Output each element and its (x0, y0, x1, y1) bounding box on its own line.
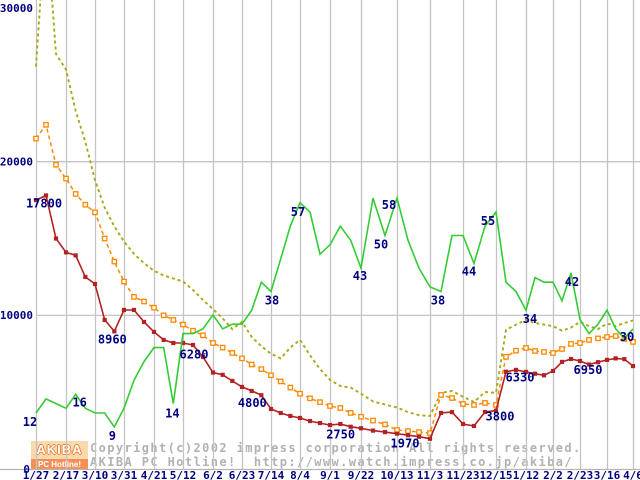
x-axis-label: 11/23 (446, 469, 479, 480)
shop-count-label: 30 (620, 330, 634, 344)
shop-count-label: 55 (481, 214, 495, 228)
price-label: 3800 (486, 410, 515, 424)
x-axis-label: 4/21 (141, 469, 168, 480)
shop-count-label: 57 (291, 205, 305, 219)
shop-count-label: 42 (565, 275, 579, 289)
price-label: 1970 (391, 437, 420, 451)
logo-pc-hotline-text: PC Hotline! (31, 459, 88, 470)
x-axis-label: 8/4 (290, 469, 310, 480)
shop-count-label: 38 (265, 294, 279, 308)
shop-count-label: 58 (382, 198, 396, 212)
shop-count-label: 38 (431, 294, 445, 308)
x-axis-label: 3/31 (111, 469, 138, 480)
x-axis-label: 6/2 (203, 469, 223, 480)
shop-count-label: 12 (23, 415, 37, 429)
price-label: 17800 (26, 196, 62, 210)
shop-count-label: 14 (165, 407, 179, 421)
x-axis-label: 7/14 (258, 469, 285, 480)
price-label: 6950 (574, 363, 603, 377)
shop-count-label: 16 (72, 395, 86, 409)
x-axis-label: 3/10 (82, 469, 109, 480)
y-axis-label: 0 (23, 463, 30, 476)
x-axis-label: 11/3 (417, 469, 444, 480)
shop-count-label: 43 (353, 269, 367, 283)
x-axis-label: 9/1 (320, 469, 340, 480)
price-label: 6280 (180, 348, 209, 362)
price-label: 6330 (506, 371, 535, 385)
akiba-pc-hotline-logo[interactable]: AKIBA PC Hotline! (31, 441, 88, 470)
x-axis-label: 2/17 (53, 469, 80, 480)
y-axis-label: 10000 (0, 309, 33, 322)
price-label: 2750 (326, 428, 355, 442)
x-axis-label: 2/23 (567, 469, 594, 480)
shop-count-label: 44 (462, 265, 476, 279)
x-axis-label: 2/2 (543, 469, 563, 480)
x-axis-label: 12/15 (479, 469, 512, 480)
y-axis-label: 30000 (0, 2, 33, 15)
shop-count-label: 9 (109, 429, 116, 443)
x-axis-label: 6/23 (229, 469, 256, 480)
x-axis-label: 4/6 (623, 469, 640, 480)
x-axis-label: 1/12 (513, 469, 540, 480)
x-axis-label: 5/12 (170, 469, 197, 480)
x-axis-label: 10/13 (380, 469, 413, 480)
shop-count-label: 34 (523, 312, 537, 326)
x-axis-label: 9/22 (348, 469, 375, 480)
copyright-line-2: AKIBA PC Hotline! http://www.watch.impre… (90, 455, 573, 469)
shop-count-label: 50 (374, 238, 388, 252)
price-label: 4800 (238, 396, 267, 410)
x-axis-label: 1/27 (23, 469, 50, 480)
y-axis-label: 20000 (0, 156, 33, 169)
logo-akiba-text: AKIBA (31, 441, 88, 459)
x-axis-label: 3/16 (594, 469, 621, 480)
price-label: 8960 (98, 332, 127, 346)
